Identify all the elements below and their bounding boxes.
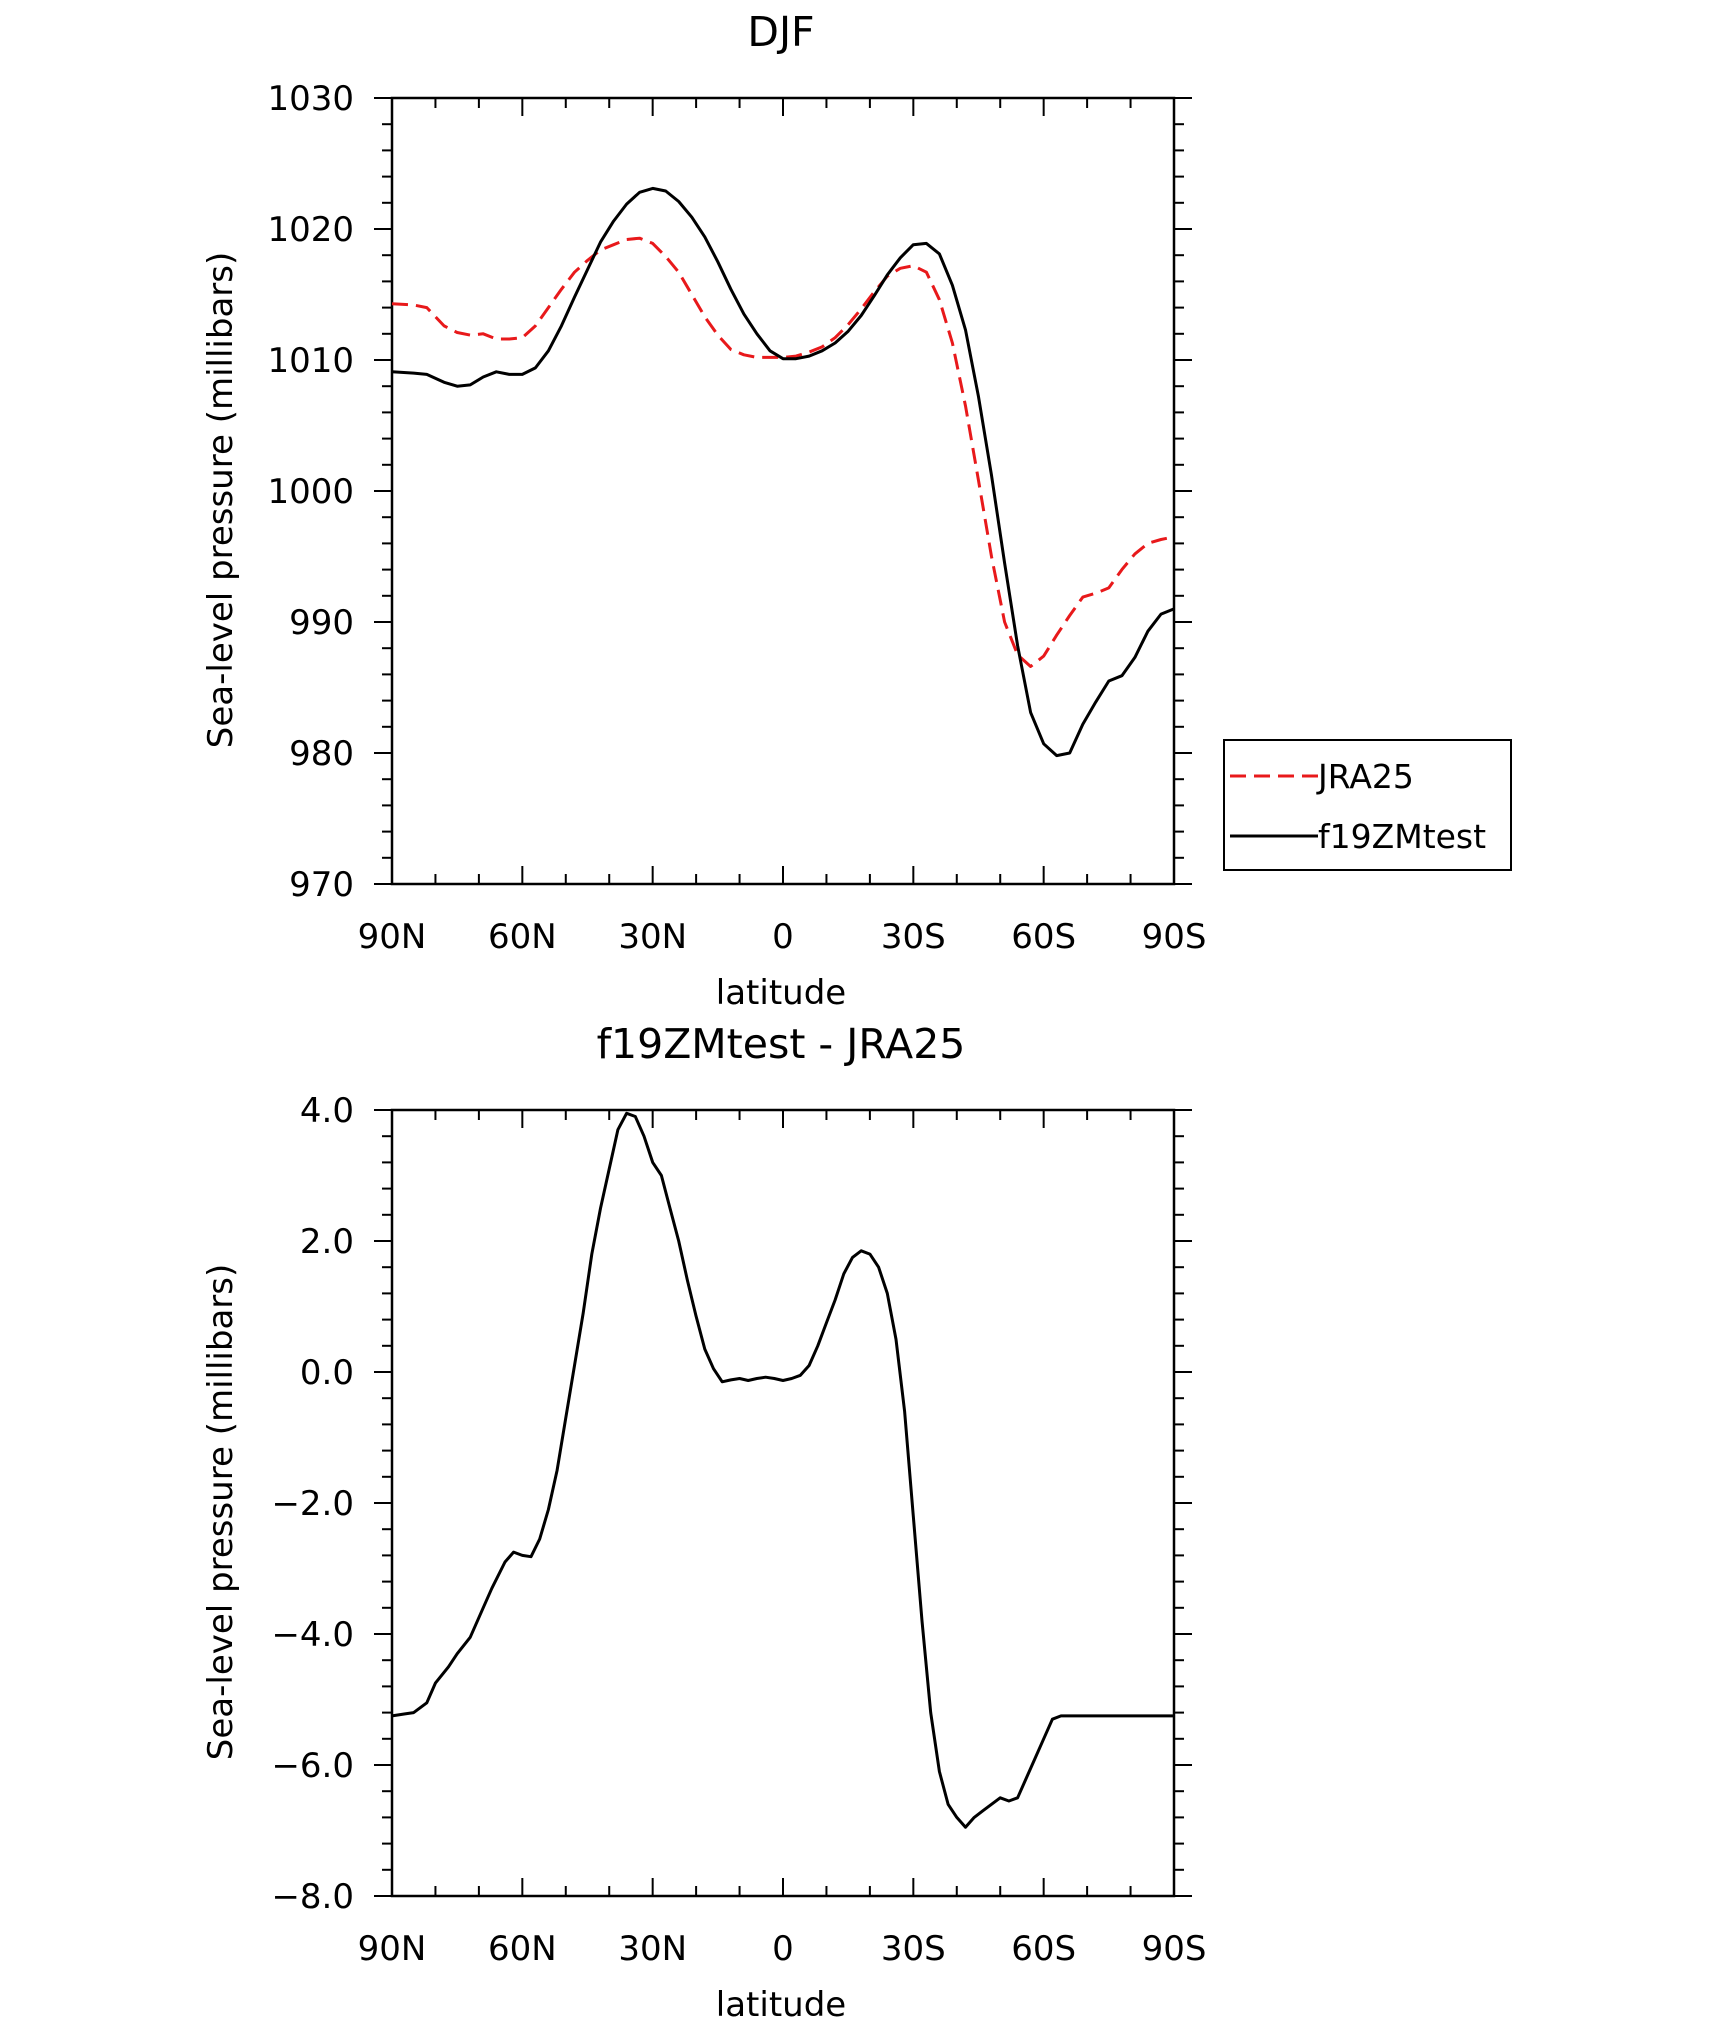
- legend-label-jra25: JRA25: [1316, 757, 1414, 796]
- plot-frame: [390, 96, 1176, 886]
- x-tick-label: 30N: [618, 1929, 687, 1969]
- plot-frame: [390, 1108, 1176, 1898]
- y-tick-label: 4.0: [300, 1091, 354, 1131]
- series-line-f19zmtest: [391, 186, 1175, 758]
- y-tick-label: 0.0: [300, 1353, 354, 1393]
- x-axis-label: latitude: [716, 973, 846, 1013]
- legend-label-f19zmtest: f19ZMtest: [1318, 817, 1486, 856]
- chart-panel-djf: DJF 90N 60N 30N 0 30S 60S 90S 970 980 990 1000 1010…: [201, 8, 1512, 1013]
- legend-box: [1223, 739, 1512, 871]
- y-tick-label: 980: [289, 734, 354, 774]
- x-tick-label: 60N: [488, 1929, 557, 1969]
- plot-area: 90N 60N 30N 0 30S 60S 90S 970 980 990 1000 1010 1020…: [267, 79, 1206, 957]
- x-tick-label: 0: [772, 917, 794, 957]
- x-tick-label: 90N: [358, 1929, 427, 1969]
- y-axis-label: Sea-level pressure (millibars): [201, 252, 241, 748]
- chart-title: f19ZMtest - JRA25: [597, 1020, 966, 1068]
- x-axis-label: latitude: [716, 1985, 846, 2021]
- y-tick-label: −6.0: [271, 1746, 354, 1786]
- series-line-jra25: [391, 236, 1175, 668]
- x-tick-label: 30N: [618, 917, 687, 957]
- x-tick-label: 30S: [881, 917, 946, 957]
- plot-area: 90N 60N 30N 0 30S 60S 90S 4.0 2.0 0.0 −2.0 −4.0 −6.0…: [271, 1091, 1206, 1969]
- x-tick-label: 90N: [358, 917, 427, 957]
- y-axis-label: Sea-level pressure (millibars): [201, 1264, 241, 1760]
- y-tick-label: 1000: [267, 472, 354, 512]
- y-tick-label: 1020: [267, 210, 354, 250]
- x-tick-label: 30S: [881, 1929, 946, 1969]
- y-tick-label: −8.0: [271, 1877, 354, 1917]
- x-tick-label: 60N: [488, 917, 557, 957]
- series-line-difference: [391, 1111, 1174, 1829]
- y-tick-label: −4.0: [271, 1615, 354, 1655]
- x-tick-label: 60S: [1011, 917, 1076, 957]
- x-tick-label: 0: [772, 1929, 794, 1969]
- chart-panel-difference: f19ZMtest - JRA25 90N 60N 30N 0 30S 60S 90S 4.0…: [201, 1020, 1206, 2021]
- y-tick-label: 970: [289, 865, 354, 905]
- x-tick-label: 90S: [1142, 917, 1207, 957]
- y-tick-label: −2.0: [271, 1484, 354, 1524]
- y-tick-label: 1030: [267, 79, 354, 119]
- chart-title: DJF: [747, 8, 814, 56]
- y-tick-label: 990: [289, 603, 354, 643]
- legend: JRA25 f19ZMtest: [1223, 739, 1512, 871]
- x-tick-label: 90S: [1142, 1929, 1207, 1969]
- y-tick-label: 2.0: [300, 1222, 354, 1262]
- y-tick-label: 1010: [267, 341, 354, 381]
- x-tick-label: 60S: [1011, 1929, 1076, 1969]
